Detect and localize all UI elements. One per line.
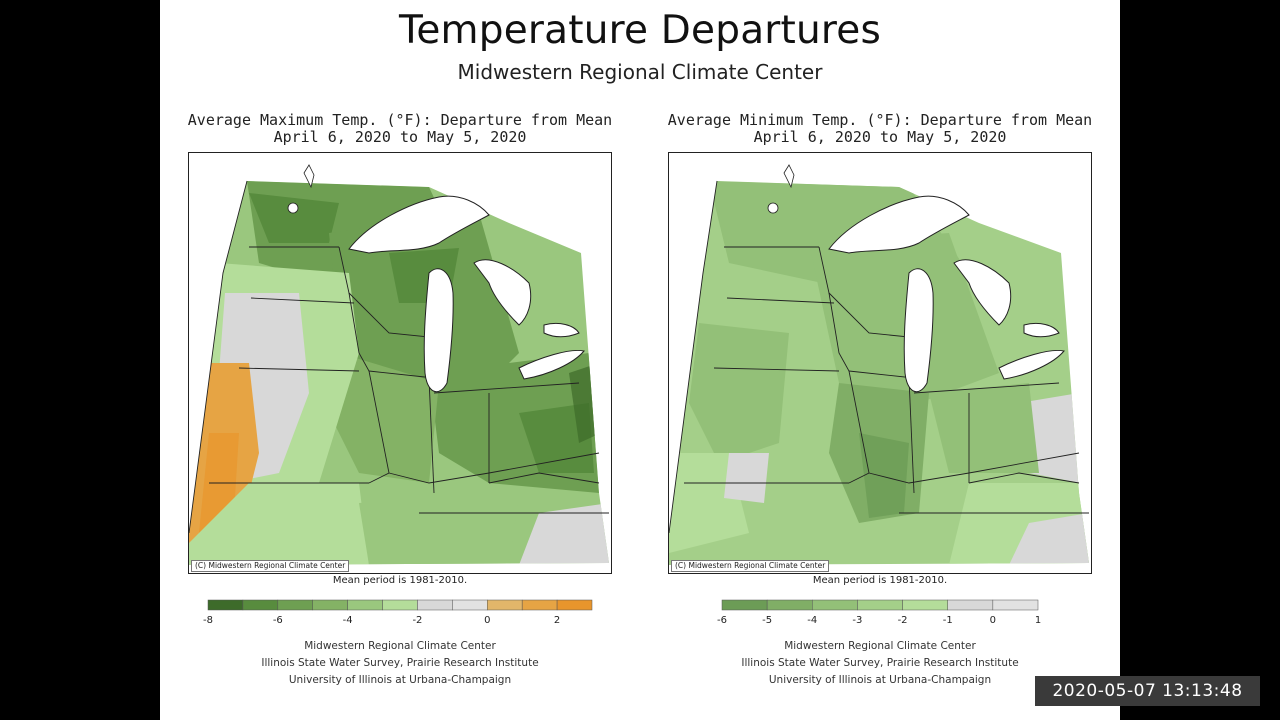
color-legend: -6 -5 -4 -3 -2 -1 0 1 bbox=[660, 598, 1100, 628]
video-timestamp: 2020-05-07 13:13:48 bbox=[1035, 676, 1260, 706]
legend-swatch bbox=[207, 599, 244, 611]
legend-tick-label: -2 bbox=[898, 615, 908, 626]
legend-swatch bbox=[947, 599, 994, 611]
credit-line: Midwestern Regional Climate Center bbox=[304, 640, 496, 652]
credit-line: Midwestern Regional Climate Center bbox=[784, 640, 976, 652]
min-temp-panel: Average Minimum Temp. (°F): Departure fr… bbox=[660, 110, 1100, 700]
slide-title: Temperature Departures bbox=[398, 8, 882, 53]
slide: Temperature Departures Midwestern Region… bbox=[160, 0, 1120, 720]
credit-line: University of Illinois at Urbana-Champai… bbox=[768, 674, 992, 686]
legend-tick-label: -3 bbox=[852, 615, 862, 626]
legend-tick-label: 2 bbox=[554, 615, 560, 626]
legend-swatch bbox=[992, 599, 1039, 611]
color-legend: -8-6-4-2024 bbox=[180, 598, 630, 628]
legend-tick-label: -6 bbox=[273, 615, 283, 626]
legend-tick-label: -2 bbox=[412, 615, 422, 626]
legend-swatch bbox=[382, 599, 418, 611]
map-title: Average Maximum Temp. (°F): Departure fr… bbox=[187, 111, 613, 129]
legend-tick-label: 0 bbox=[990, 615, 996, 626]
mean-period-note: Mean period is 1981-2010. bbox=[332, 575, 468, 586]
max-temp-map: (C) Midwestern Regional Climate Center bbox=[188, 152, 612, 574]
legend-swatch bbox=[417, 599, 453, 611]
legend-swatch bbox=[812, 599, 858, 611]
credit-line: Illinois State Water Survey, Prairie Res… bbox=[741, 657, 1019, 669]
credit-line: Illinois State Water Survey, Prairie Res… bbox=[261, 657, 539, 669]
mean-period-note: Mean period is 1981-2010. bbox=[812, 575, 948, 586]
map-copyright: (C) Midwestern Regional Climate Center bbox=[671, 560, 830, 572]
map-date-range: April 6, 2020 to May 5, 2020 bbox=[753, 128, 1007, 146]
legend-swatch bbox=[277, 599, 313, 611]
legend-tick-label: -1 bbox=[943, 615, 953, 626]
max-temp-panel: Average Maximum Temp. (°F): Departure fr… bbox=[180, 110, 630, 700]
legend-swatch bbox=[487, 599, 523, 611]
legend-swatch bbox=[347, 599, 383, 611]
slide-subtitle: Midwestern Regional Climate Center bbox=[457, 60, 823, 84]
map-copyright: (C) Midwestern Regional Climate Center bbox=[191, 560, 350, 572]
legend-swatch bbox=[902, 599, 948, 611]
legend-swatch bbox=[857, 599, 903, 611]
legend-swatch bbox=[766, 599, 813, 611]
legend-tick-label: -8 bbox=[203, 615, 213, 626]
credit-line: University of Illinois at Urbana-Champai… bbox=[288, 674, 512, 686]
legend-tick-label: -5 bbox=[762, 615, 772, 626]
map-date-range: April 6, 2020 to May 5, 2020 bbox=[273, 128, 527, 146]
legend-swatch bbox=[721, 599, 768, 611]
legend-swatch bbox=[556, 599, 593, 611]
legend-swatch bbox=[242, 599, 279, 611]
legend-tick-label: -4 bbox=[343, 615, 353, 626]
legend-tick-label: 1 bbox=[1035, 615, 1041, 626]
legend-swatch bbox=[312, 599, 348, 611]
legend-tick-label: -4 bbox=[807, 615, 817, 626]
map-title: Average Minimum Temp. (°F): Departure fr… bbox=[667, 111, 1093, 129]
legend-tick-label: 0 bbox=[484, 615, 490, 626]
legend-swatch bbox=[452, 599, 488, 611]
legend-swatch bbox=[521, 599, 558, 611]
legend-tick-label: -6 bbox=[717, 615, 727, 626]
min-temp-map: (C) Midwestern Regional Climate Center bbox=[668, 152, 1092, 574]
